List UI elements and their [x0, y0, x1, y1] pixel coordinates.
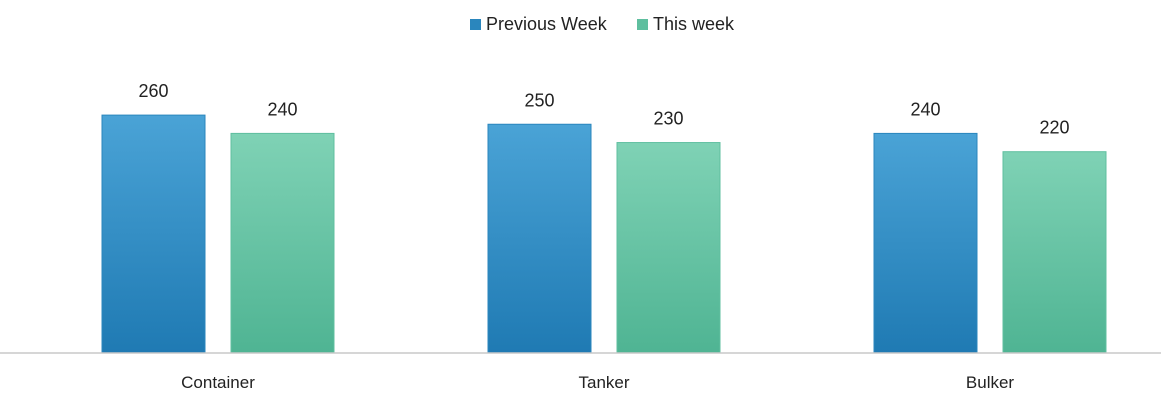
value-label-bulker-this-week: 220 [1039, 118, 1069, 138]
value-label-container-this-week: 240 [267, 99, 297, 119]
bar-tanker-previous-week [487, 123, 592, 354]
value-label-container-previous-week: 260 [138, 81, 168, 101]
bar-container-previous-week [101, 114, 206, 354]
bars-group [101, 114, 1107, 354]
category-labels-group: Container Tanker Bulker [181, 373, 1014, 392]
bar-container-this-week [230, 132, 335, 354]
legend-label-previous-week: Previous Week [486, 14, 608, 34]
legend-label-this-week: This week [653, 14, 735, 34]
bar-bulker-this-week [1002, 151, 1107, 354]
value-label-bulker-previous-week: 240 [910, 99, 940, 119]
category-label-bulker: Bulker [966, 373, 1015, 392]
category-label-tanker: Tanker [578, 373, 629, 392]
bar-tanker-this-week [616, 142, 721, 354]
value-labels-group: 260 240 250 230 240 220 [138, 81, 1069, 138]
value-label-tanker-previous-week: 250 [524, 90, 554, 110]
value-label-tanker-this-week: 230 [653, 109, 683, 129]
bar-bulker-previous-week [873, 132, 978, 354]
category-label-container: Container [181, 373, 255, 392]
legend-swatch-this-week [637, 19, 648, 30]
legend: Previous Week This week [470, 14, 735, 34]
legend-swatch-previous-week [470, 19, 481, 30]
